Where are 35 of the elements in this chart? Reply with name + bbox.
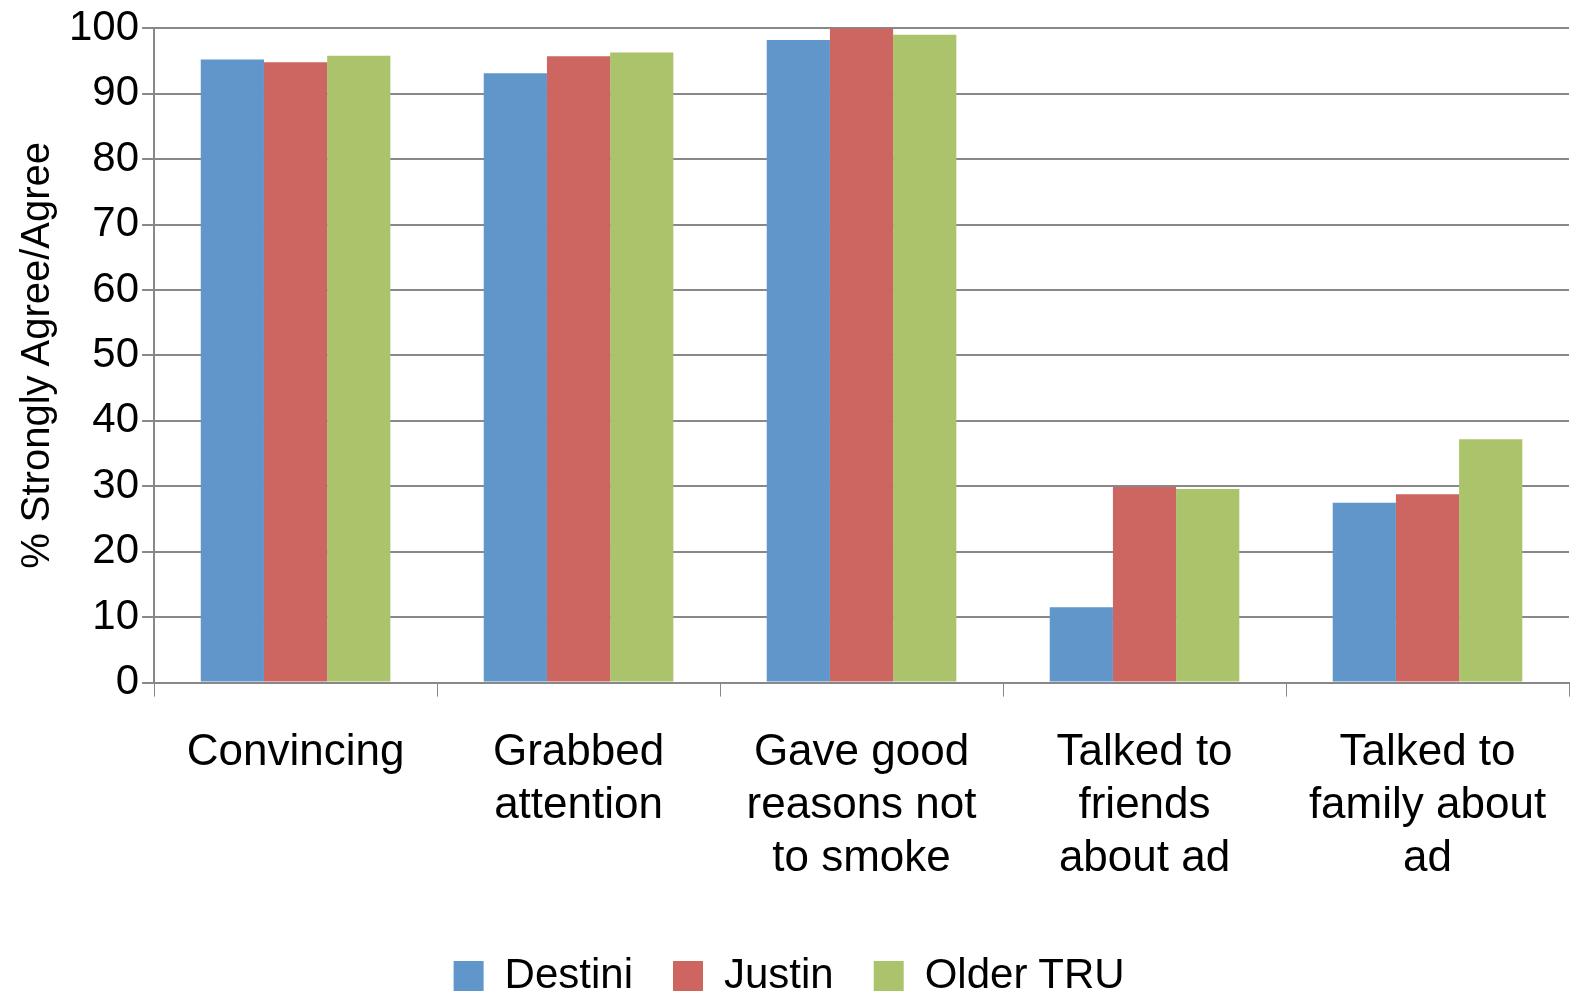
y-tick-label: 20 — [92, 525, 140, 573]
y-tick-label: 0 — [115, 656, 140, 704]
bar — [1112, 486, 1177, 682]
x-tick-label: Grabbed attention — [492, 725, 665, 827]
y-axis-title: % Strongly Agree/Agree — [13, 141, 58, 569]
bar — [893, 34, 957, 682]
y-tick-label: 10 — [92, 590, 140, 638]
legend-label: Older TRU — [924, 949, 1125, 997]
bar — [483, 73, 547, 682]
bar — [1459, 439, 1523, 682]
y-tick-label: 70 — [92, 198, 140, 246]
bar — [766, 39, 830, 682]
x-tick-label: Gave good reasons not to smoke — [746, 725, 977, 880]
bar — [1176, 488, 1240, 682]
bar — [263, 62, 328, 682]
bar — [546, 56, 611, 682]
bar — [610, 52, 674, 682]
y-tick-label: 60 — [92, 263, 140, 311]
bar — [200, 59, 264, 682]
y-tick-label: 90 — [92, 67, 140, 115]
y-tick-label: 50 — [92, 328, 140, 376]
x-tick-label: Talked to friends about ad — [1056, 725, 1233, 880]
y-tick-label: 100 — [69, 1, 140, 49]
y-tick-label: 30 — [92, 459, 140, 507]
x-tick-label: Talked to family about ad — [1308, 725, 1547, 880]
bar — [1049, 607, 1113, 682]
legend-label: Destini — [504, 949, 633, 997]
x-tick-label: Convincing — [186, 725, 405, 775]
bar — [1332, 502, 1396, 682]
y-tick-label: 80 — [92, 132, 140, 180]
bar — [327, 55, 391, 682]
y-tick-label: 40 — [92, 394, 140, 442]
bar — [1395, 494, 1460, 682]
legend-label: Justin — [723, 949, 834, 997]
bar — [829, 28, 894, 682]
